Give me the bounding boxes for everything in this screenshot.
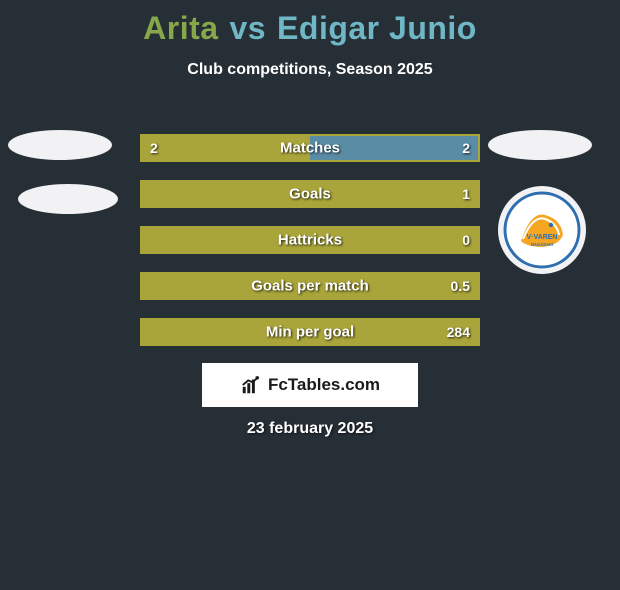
badge-text: V·VAREN [527,234,558,241]
comparison-bars: 2 Matches 2 Goals 1 Hattricks 0 Goals pe… [140,134,480,364]
bar-right-val: 0 [462,232,470,248]
bar-goals-per-match: Goals per match 0.5 [140,272,480,300]
title-player-right: Edigar Junio [277,10,477,46]
left-player-oval [8,130,112,160]
page-title: Arita vs Edigar Junio [0,10,620,47]
bar-right-val: 0.5 [451,278,470,294]
vvaren-icon: V·VAREN NAGASAKI [503,191,581,269]
right-team-badge: V·VAREN NAGASAKI [498,186,586,274]
bar-label: Matches [142,140,478,157]
badge-subtext: NAGASAKI [531,242,553,247]
bar-label: Min per goal [142,324,478,341]
subtitle: Club competitions, Season 2025 [0,61,620,79]
bar-goals: Goals 1 [140,180,480,208]
bar-label: Goals [142,186,478,203]
bar-min-per-goal: Min per goal 284 [140,318,480,346]
bars-icon [240,374,262,396]
title-vs: vs [230,10,267,46]
bar-right-val: 1 [462,186,470,202]
footer-date: 23 february 2025 [0,420,620,438]
left-team-oval [18,184,118,214]
bar-label: Hattricks [142,232,478,249]
bar-right-val: 2 [462,140,470,156]
right-player-oval [488,130,592,160]
bar-hattricks: Hattricks 0 [140,226,480,254]
bar-label: Goals per match [142,278,478,295]
bar-matches: 2 Matches 2 [140,134,480,162]
logo-text: FcTables.com [268,375,380,395]
team-badge-ring: V·VAREN NAGASAKI [503,191,581,269]
title-player-left: Arita [143,10,218,46]
fctables-logo: FcTables.com [202,363,418,407]
bar-right-val: 284 [447,324,470,340]
